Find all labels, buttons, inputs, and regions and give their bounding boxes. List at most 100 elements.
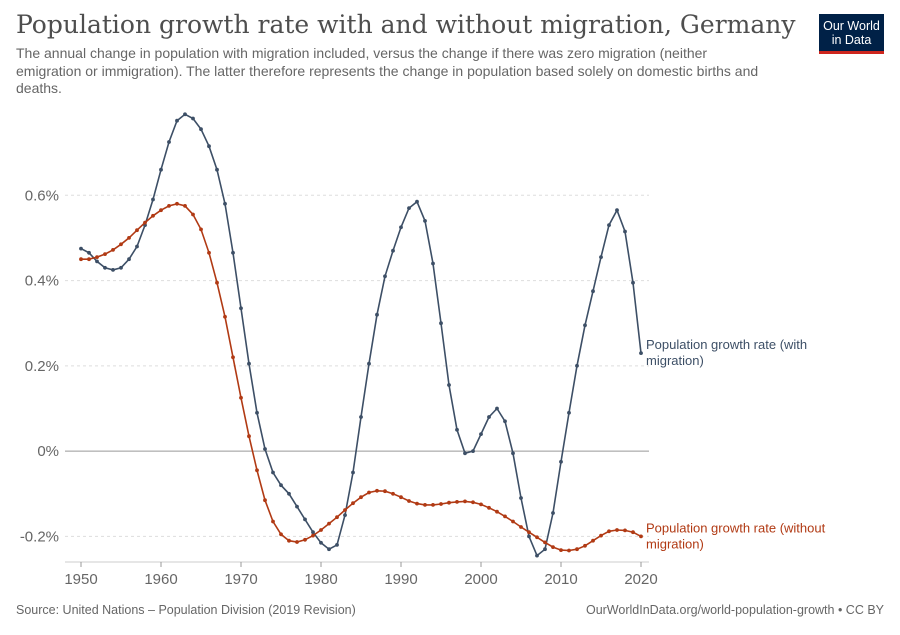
data-point: [207, 250, 211, 255]
data-point: [135, 244, 139, 249]
data-point: [551, 511, 555, 515]
data-point: [591, 289, 595, 294]
data-point: [215, 280, 219, 285]
series-line: [80, 113, 642, 557]
data-point: [255, 410, 259, 415]
series-end-label: Population growth rate (without migration…: [646, 520, 826, 551]
series-label-layer: Population growth rate (with migration) Po…: [646, 337, 826, 551]
data-point: [431, 503, 435, 507]
series-end-label: Population growth rate (with migration): [646, 337, 807, 368]
data-point: [527, 534, 531, 539]
data-point: [391, 248, 395, 253]
data-point: [455, 500, 459, 504]
x-tick-label: 2010: [544, 571, 577, 588]
data-point: [383, 274, 387, 279]
data-point: [399, 225, 403, 230]
data-point: [263, 498, 267, 503]
data-point: [367, 361, 371, 366]
series-without-migration: [79, 201, 643, 553]
data-point: [295, 504, 299, 509]
chart-title: Population growth rate with and without …: [16, 10, 796, 39]
data-point: [359, 495, 363, 500]
data-point: [375, 312, 379, 317]
data-point: [487, 415, 491, 419]
data-point: [287, 538, 291, 543]
data-point: [167, 204, 171, 208]
owid-logo[interactable]: Our World in Data: [819, 14, 884, 54]
data-point: [103, 252, 107, 256]
data-point: [511, 451, 515, 456]
data-point: [583, 323, 587, 328]
data-point: [247, 434, 251, 439]
data-point: [135, 228, 139, 233]
data-point: [79, 257, 83, 262]
data-point: [199, 227, 203, 232]
data-point: [119, 265, 123, 270]
data-point: [623, 229, 627, 234]
data-point: [119, 242, 123, 247]
data-point: [279, 483, 283, 488]
data-point: [335, 543, 339, 547]
data-point: [159, 208, 163, 213]
data-point: [87, 250, 91, 255]
data-point: [183, 204, 187, 208]
logo-line-1: Our World: [823, 19, 880, 33]
data-point: [255, 468, 259, 473]
data-point: [535, 553, 539, 558]
data-point: [223, 314, 227, 319]
logo-line-2: in Data: [831, 33, 872, 47]
data-point: [639, 351, 643, 355]
data-point: [343, 513, 347, 517]
data-point: [607, 223, 611, 228]
data-point: [351, 501, 355, 506]
data-point: [415, 501, 419, 506]
data-point: [551, 545, 555, 549]
data-point: [407, 206, 411, 211]
data-point: [503, 419, 507, 424]
grid-layer: [65, 194, 649, 537]
data-point: [599, 255, 603, 259]
data-point: [223, 201, 227, 206]
data-point: [127, 257, 131, 262]
data-point: [151, 197, 155, 202]
data-point: [191, 212, 195, 217]
source-note[interactable]: Source: United Nations – Population Divi…: [16, 603, 356, 617]
chart-subtitle: The annual change in population with mig…: [16, 45, 759, 96]
data-point: [95, 259, 99, 264]
data-point: [263, 447, 267, 451]
series-end-label-line: migration): [646, 536, 704, 551]
data-point: [559, 459, 563, 464]
data-point: [407, 499, 411, 503]
data-point: [479, 502, 483, 507]
data-point: [423, 503, 427, 507]
line-chart: -0.2% 0% 0.2% 0.4% 0.6% 1950 1960 1970 1980 1990 2…: [20, 112, 826, 588]
data-point: [311, 530, 315, 535]
data-point: [311, 533, 315, 538]
x-tick-label: 1990: [384, 571, 417, 588]
data-point: [575, 363, 579, 368]
data-point: [343, 508, 347, 512]
data-point: [271, 519, 275, 524]
data-point: [639, 534, 643, 539]
data-point: [391, 491, 395, 496]
data-point: [559, 548, 563, 552]
data-point: [215, 167, 219, 172]
credit-link[interactable]: OurWorldInData.org/world-population-grow…: [585, 603, 884, 617]
data-point: [455, 427, 459, 432]
data-point: [231, 250, 235, 255]
data-point: [183, 112, 187, 117]
data-point: [127, 236, 131, 240]
data-point: [447, 383, 451, 387]
data-point: [95, 255, 99, 259]
data-point: [623, 528, 627, 533]
data-point: [431, 261, 435, 266]
data-point: [591, 538, 595, 543]
data-point: [167, 140, 171, 144]
x-tick-label: 1970: [224, 571, 257, 588]
series-layer: [79, 112, 643, 558]
data-point: [535, 535, 539, 540]
series-end-label-line: Population growth rate (without: [646, 520, 826, 535]
data-point: [631, 280, 635, 285]
data-point: [159, 167, 163, 172]
data-point: [503, 514, 507, 519]
